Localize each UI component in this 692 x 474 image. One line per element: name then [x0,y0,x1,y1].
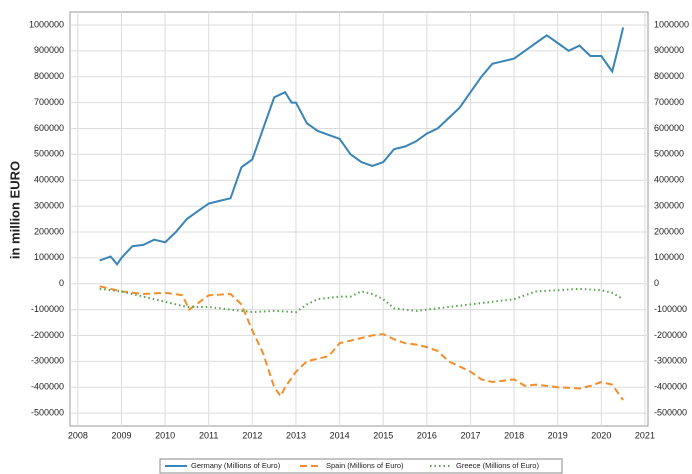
y2-tick-label: 600000 [654,123,684,133]
series-line [99,287,624,314]
y2-tick-label: 100000 [654,252,684,262]
y-tick-label: 1000000 [29,19,64,29]
y2-tick-label: -200000 [654,330,687,340]
y2-tick-label: -100000 [654,304,687,314]
plot-frame [69,11,649,427]
y-tick-label: 300000 [34,200,64,210]
series-line [99,27,625,266]
y-tick-label: -200000 [31,330,64,340]
x-tick-label: 2016 [417,430,437,440]
x-tick-label: 2020 [591,430,611,440]
x-tick-label: 2017 [460,430,480,440]
y-tick-label: -300000 [31,356,64,366]
y2-tick-label: 200000 [654,226,684,236]
y2-tick-label: 0 [654,278,659,288]
series-line [99,285,624,401]
y-tick-label: 900000 [34,45,64,55]
legend-box [159,458,563,474]
x-tick-label: 2008 [68,430,88,440]
y2-tick-label: -400000 [654,382,687,392]
x-tick-label: 2011 [199,430,218,440]
x-tick-label: 2013 [286,430,306,440]
y2-tick-label: 800000 [654,71,684,81]
x-tick-label: 2021 [635,430,655,440]
x-tick-label: 2010 [155,430,175,440]
y-tick-label: 100000 [34,252,64,262]
x-tick-label: 2015 [373,430,393,440]
y-tick-label: 400000 [34,175,64,185]
y-tick-label: -500000 [31,407,64,417]
y-tick-label: 200000 [34,226,64,236]
x-tick-label: 2014 [330,430,350,440]
y-tick-label: -400000 [31,382,64,392]
y2-tick-label: 900000 [654,45,684,55]
legend-label: Greece (Millions of Euro) [456,461,539,470]
y-tick-label: 800000 [34,71,64,81]
y-axis-label: in million EURO [7,161,22,259]
x-tick-label: 2009 [111,430,131,440]
legend-label: Spain (Millions of Euro) [326,461,404,470]
legend-label: Germany (Millions of Euro) [191,461,281,470]
y-tick-label: 0 [59,278,64,288]
y-tick-label: 500000 [34,149,64,159]
y-tick-label: 600000 [34,123,64,133]
y2-tick-label: 1000000 [654,19,689,29]
x-tick-label: 2018 [504,430,524,440]
y2-tick-label: -300000 [654,356,687,366]
y2-tick-label: 500000 [654,149,684,159]
x-tick-label: 2019 [548,430,568,440]
x-tick-label: 2012 [242,430,262,440]
y2-tick-label: 700000 [654,97,684,107]
y2-tick-label: 300000 [654,200,684,210]
y2-tick-label: 400000 [654,175,684,185]
y-tick-label: -100000 [31,304,64,314]
y2-tick-label: -500000 [654,407,687,417]
y-tick-label: 700000 [34,97,64,107]
